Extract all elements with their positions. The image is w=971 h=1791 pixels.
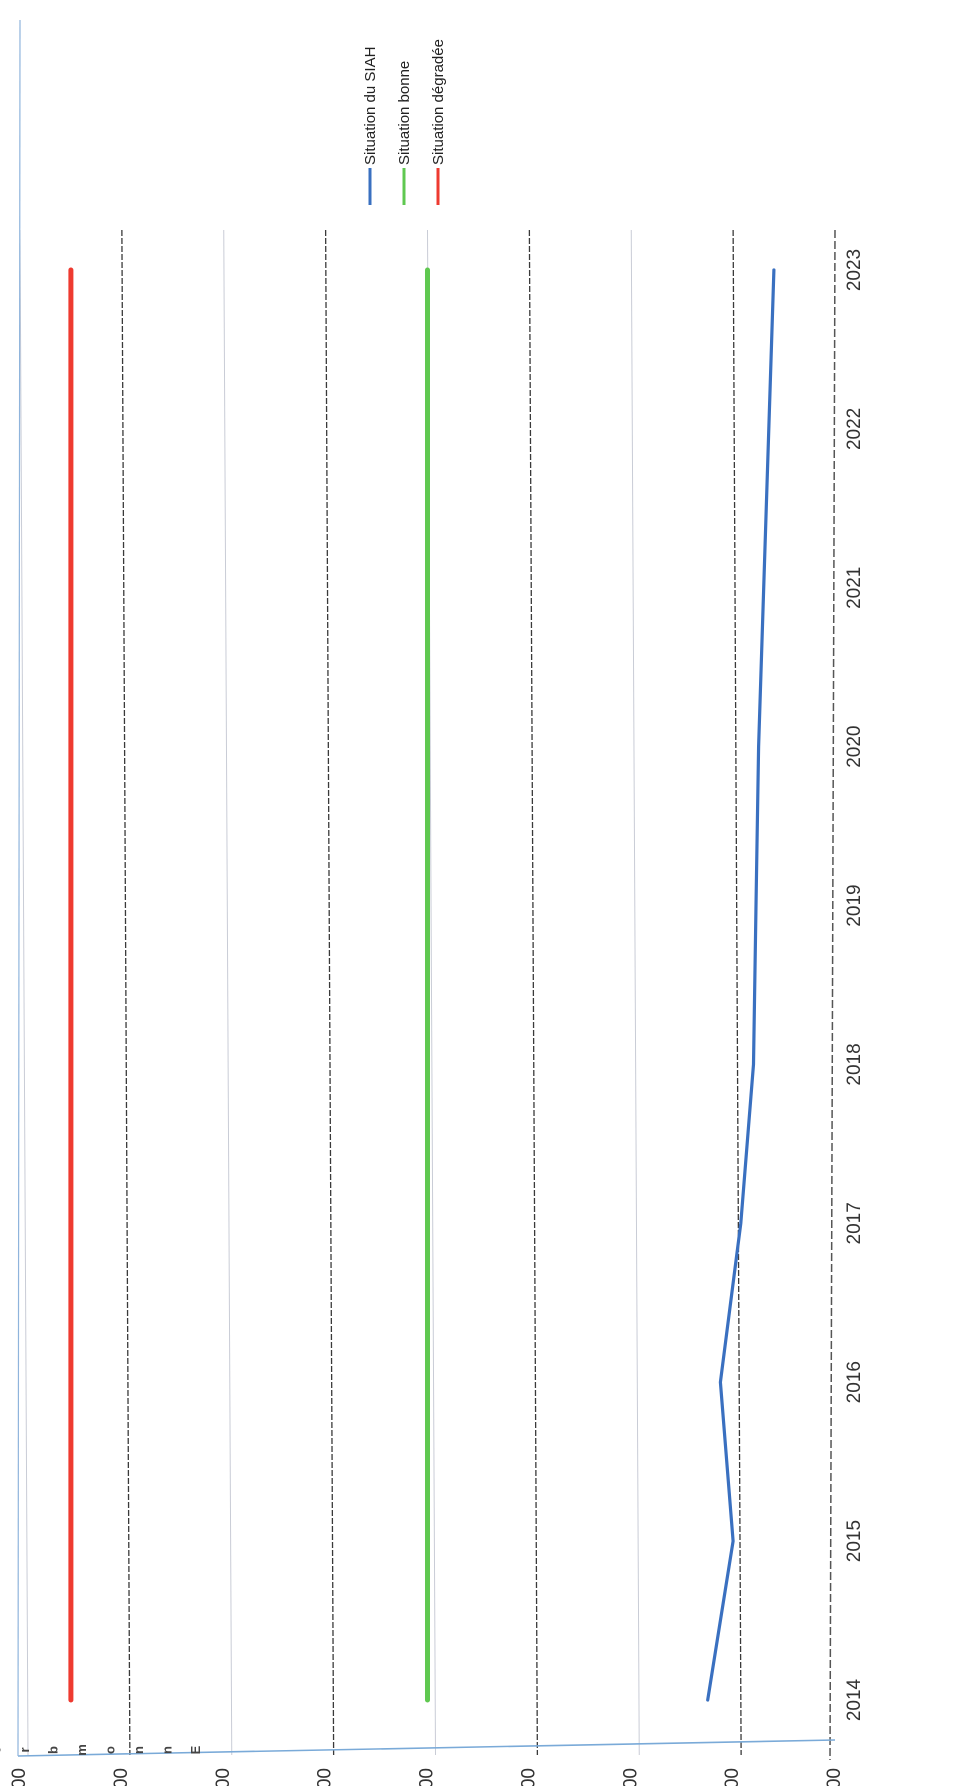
gridlines <box>19 229 742 1756</box>
series-lines <box>68 267 776 1703</box>
y-tick-label: 10,00 <box>315 1768 336 1786</box>
legend-label: Situation dégradée <box>430 39 447 165</box>
gridline <box>19 229 29 1756</box>
x-tick-label: 2014 <box>844 1678 865 1721</box>
y-axis-label-letter: n <box>131 1746 146 1754</box>
y-tick-label: 12,00 <box>213 1768 234 1786</box>
series-line <box>706 268 776 1702</box>
axes <box>17 19 836 1761</box>
gridline <box>324 229 335 1756</box>
y-axis-label: Ennombre d'année <box>0 1744 203 1756</box>
x-tick-label: 2020 <box>844 726 865 768</box>
y-tick-label: 0,00 <box>824 1768 845 1786</box>
value-axis-top-line <box>17 19 21 1757</box>
value-axis-line <box>17 1739 836 1757</box>
tick-labels: 0,00 2,00 4,00 6,00 8,00 10,00 12,00 14,00 16,00… <box>9 249 865 1791</box>
x-tick-label: 2018 <box>844 1043 865 1085</box>
y-tick-label: 16,00 <box>9 1768 30 1786</box>
gridline <box>732 229 742 1756</box>
y-axis-label-letter: r <box>17 1747 32 1752</box>
legend-label: Situation du SIAH <box>362 47 379 165</box>
y-tick-label: 4,00 <box>620 1768 641 1786</box>
x-tick-label: 2017 <box>844 1202 865 1244</box>
y-axis-label-letter: e <box>0 1746 4 1753</box>
gridline <box>528 229 539 1756</box>
gridline <box>223 229 233 1756</box>
x-tick-label: 2019 <box>844 884 865 926</box>
legend-label: Situation bonne <box>396 61 413 165</box>
y-tick-label: 2,00 <box>722 1768 743 1786</box>
x-tick-label: 2016 <box>844 1361 865 1403</box>
y-axis-label-letter: m <box>74 1744 89 1756</box>
x-tick-label: 2015 <box>844 1520 865 1562</box>
gridline <box>121 229 131 1756</box>
x-tick-label: 2023 <box>844 249 865 291</box>
x-tick-label: 2021 <box>844 567 865 609</box>
category-axis-line <box>829 229 836 1761</box>
y-axis-label-letter: b <box>46 1746 61 1754</box>
y-axis-label-letter: o <box>103 1746 118 1754</box>
legend: Situation du SIAH Situation bonne Situatio… <box>362 39 447 205</box>
y-tick-label: 14,00 <box>111 1768 132 1786</box>
y-tick-label: 8,00 <box>417 1768 438 1786</box>
y-axis-label-letter: E <box>188 1745 203 1754</box>
y-axis-label-letter: n <box>160 1746 175 1754</box>
x-tick-label: 2022 <box>844 408 865 450</box>
y-tick-label: 6,00 <box>518 1768 539 1786</box>
gridline <box>630 229 640 1756</box>
